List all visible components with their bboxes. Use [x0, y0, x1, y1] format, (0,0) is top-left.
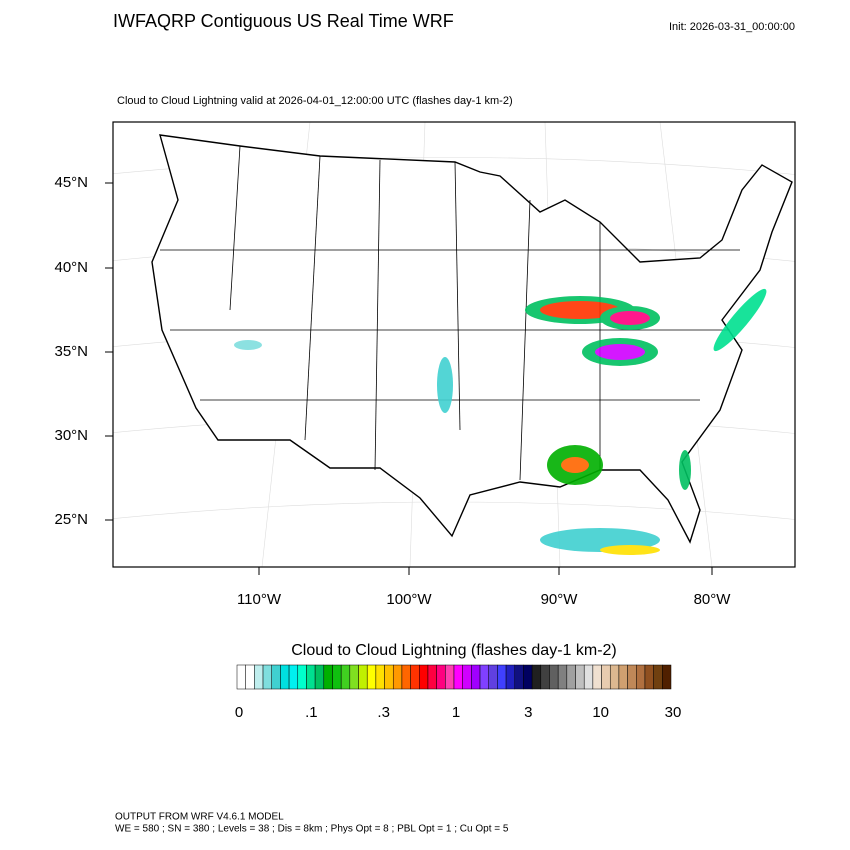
lon-label: 110°W	[237, 591, 282, 608]
colorbar-box	[358, 664, 368, 690]
colorbar-box	[427, 664, 437, 690]
colorbar-boxes: 0 .1 .3 1 3 10 30	[235, 664, 682, 721]
colorbar-title: Cloud to Cloud Lightning (flashes day-1 …	[291, 642, 617, 659]
colorbar-label: 1	[452, 704, 460, 721]
colorbar-box	[384, 664, 394, 690]
colorbar-box	[453, 664, 463, 690]
colorbar-label: .3	[377, 704, 390, 721]
us-outline	[151, 134, 793, 544]
colorbar-box	[254, 664, 264, 690]
colorbar-box	[401, 664, 411, 690]
colorbar-box	[340, 664, 351, 690]
colorbar-box	[349, 664, 359, 690]
colorbar-box	[323, 664, 333, 690]
lat-label: 45°N	[54, 174, 88, 191]
colorbar-box	[531, 664, 542, 690]
colorbar-box	[627, 664, 637, 690]
colorbar-box	[514, 664, 524, 690]
init-time: Init: 2026-03-31_00:00:00	[669, 21, 795, 33]
colorbar-box	[471, 664, 481, 690]
colorbar-box	[297, 664, 307, 690]
colorbar-box	[523, 664, 533, 690]
colorbar-box	[636, 664, 646, 690]
colorbar-box	[653, 664, 663, 690]
colorbar-label: 10	[592, 704, 609, 721]
colorbar-box	[445, 664, 455, 690]
lat-label: 35°N	[54, 343, 88, 360]
map	[112, 121, 796, 568]
colorbar-box	[540, 664, 550, 690]
map-subtitle: Cloud to Cloud Lightning valid at 2026-0…	[117, 95, 513, 107]
colorbar-box	[288, 664, 299, 690]
lightning-field	[234, 288, 767, 555]
colorbar-label: 0	[235, 704, 243, 721]
colorbar-box	[557, 664, 568, 690]
colorbar-label: 30	[665, 704, 682, 721]
colorbar-box	[505, 664, 516, 690]
colorbar-box	[410, 664, 420, 690]
map-frame	[112, 121, 796, 568]
footer-line: WE = 580 ; SN = 380 ; Levels = 38 ; Dis …	[115, 824, 509, 835]
colorbar-box	[479, 664, 489, 690]
colorbar-box	[618, 664, 628, 690]
lon-label: 100°W	[386, 591, 432, 608]
colorbar-box	[488, 664, 498, 690]
colorbar-box	[436, 664, 446, 690]
lon-label: 80°W	[694, 591, 732, 608]
colorbar-box	[497, 664, 507, 690]
colorbar-box	[644, 664, 654, 690]
lat-label: 40°N	[54, 259, 88, 276]
colorbar-box	[662, 664, 672, 690]
colorbar-box	[392, 664, 403, 690]
colorbar-box	[375, 664, 385, 690]
colorbar: Cloud to Cloud Lightning (flashes day-1 …	[235, 642, 682, 721]
lat-label: 30°N	[54, 427, 88, 444]
colorbar-box	[419, 664, 429, 690]
colorbar-box	[592, 664, 602, 690]
colorbar-box	[271, 664, 281, 690]
colorbar-box	[609, 664, 620, 690]
colorbar-label: 3	[524, 704, 532, 721]
colorbar-box	[366, 664, 377, 690]
colorbar-box	[245, 664, 255, 690]
colorbar-box	[583, 664, 594, 690]
colorbar-box	[566, 664, 576, 690]
colorbar-label: .1	[305, 704, 318, 721]
colorbar-box	[314, 664, 325, 690]
colorbar-box	[306, 664, 316, 690]
colorbar-box	[236, 664, 246, 690]
lon-label: 90°W	[541, 591, 579, 608]
colorbar-box	[549, 664, 559, 690]
footer-line: OUTPUT FROM WRF V4.6.1 MODEL	[115, 812, 284, 823]
title: IWFAQRP Contiguous US Real Time WRF	[113, 11, 454, 31]
colorbar-box	[332, 664, 342, 690]
colorbar-box	[601, 664, 611, 690]
lat-label: 25°N	[54, 511, 88, 528]
colorbar-box	[575, 664, 585, 690]
colorbar-box	[262, 664, 272, 690]
colorbar-box	[462, 664, 472, 690]
colorbar-box	[280, 664, 290, 690]
